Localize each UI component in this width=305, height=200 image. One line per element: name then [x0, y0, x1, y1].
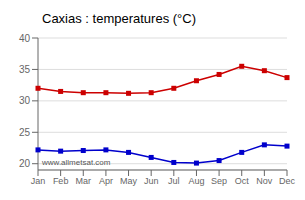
html-text:www.allmetsat.com: www.allmetsat.com — [42, 158, 111, 167]
svg-text:Jul: Jul — [168, 176, 180, 186]
svg-text:Jun: Jun — [144, 176, 159, 186]
svg-text:30: 30 — [19, 95, 31, 106]
svg-text:Dec: Dec — [279, 176, 296, 186]
svg-text:35: 35 — [19, 64, 31, 75]
svg-text:Sep: Sep — [211, 176, 227, 186]
svg-text:Mar: Mar — [76, 176, 92, 186]
svg-text:May: May — [120, 176, 138, 186]
svg-text:Aug: Aug — [188, 176, 204, 186]
svg-text:Nov: Nov — [256, 176, 273, 186]
html-text:Caxias : temperatures (°C): Caxias : temperatures (°C) — [42, 11, 196, 26]
svg-text:40: 40 — [19, 33, 31, 44]
svg-text:Apr: Apr — [99, 176, 113, 186]
svg-text:Oct: Oct — [235, 176, 250, 186]
svg-text:20: 20 — [19, 158, 31, 169]
svg-text:Jan: Jan — [31, 176, 46, 186]
svg-text:Feb: Feb — [53, 176, 69, 186]
svg-text:25: 25 — [19, 127, 31, 138]
